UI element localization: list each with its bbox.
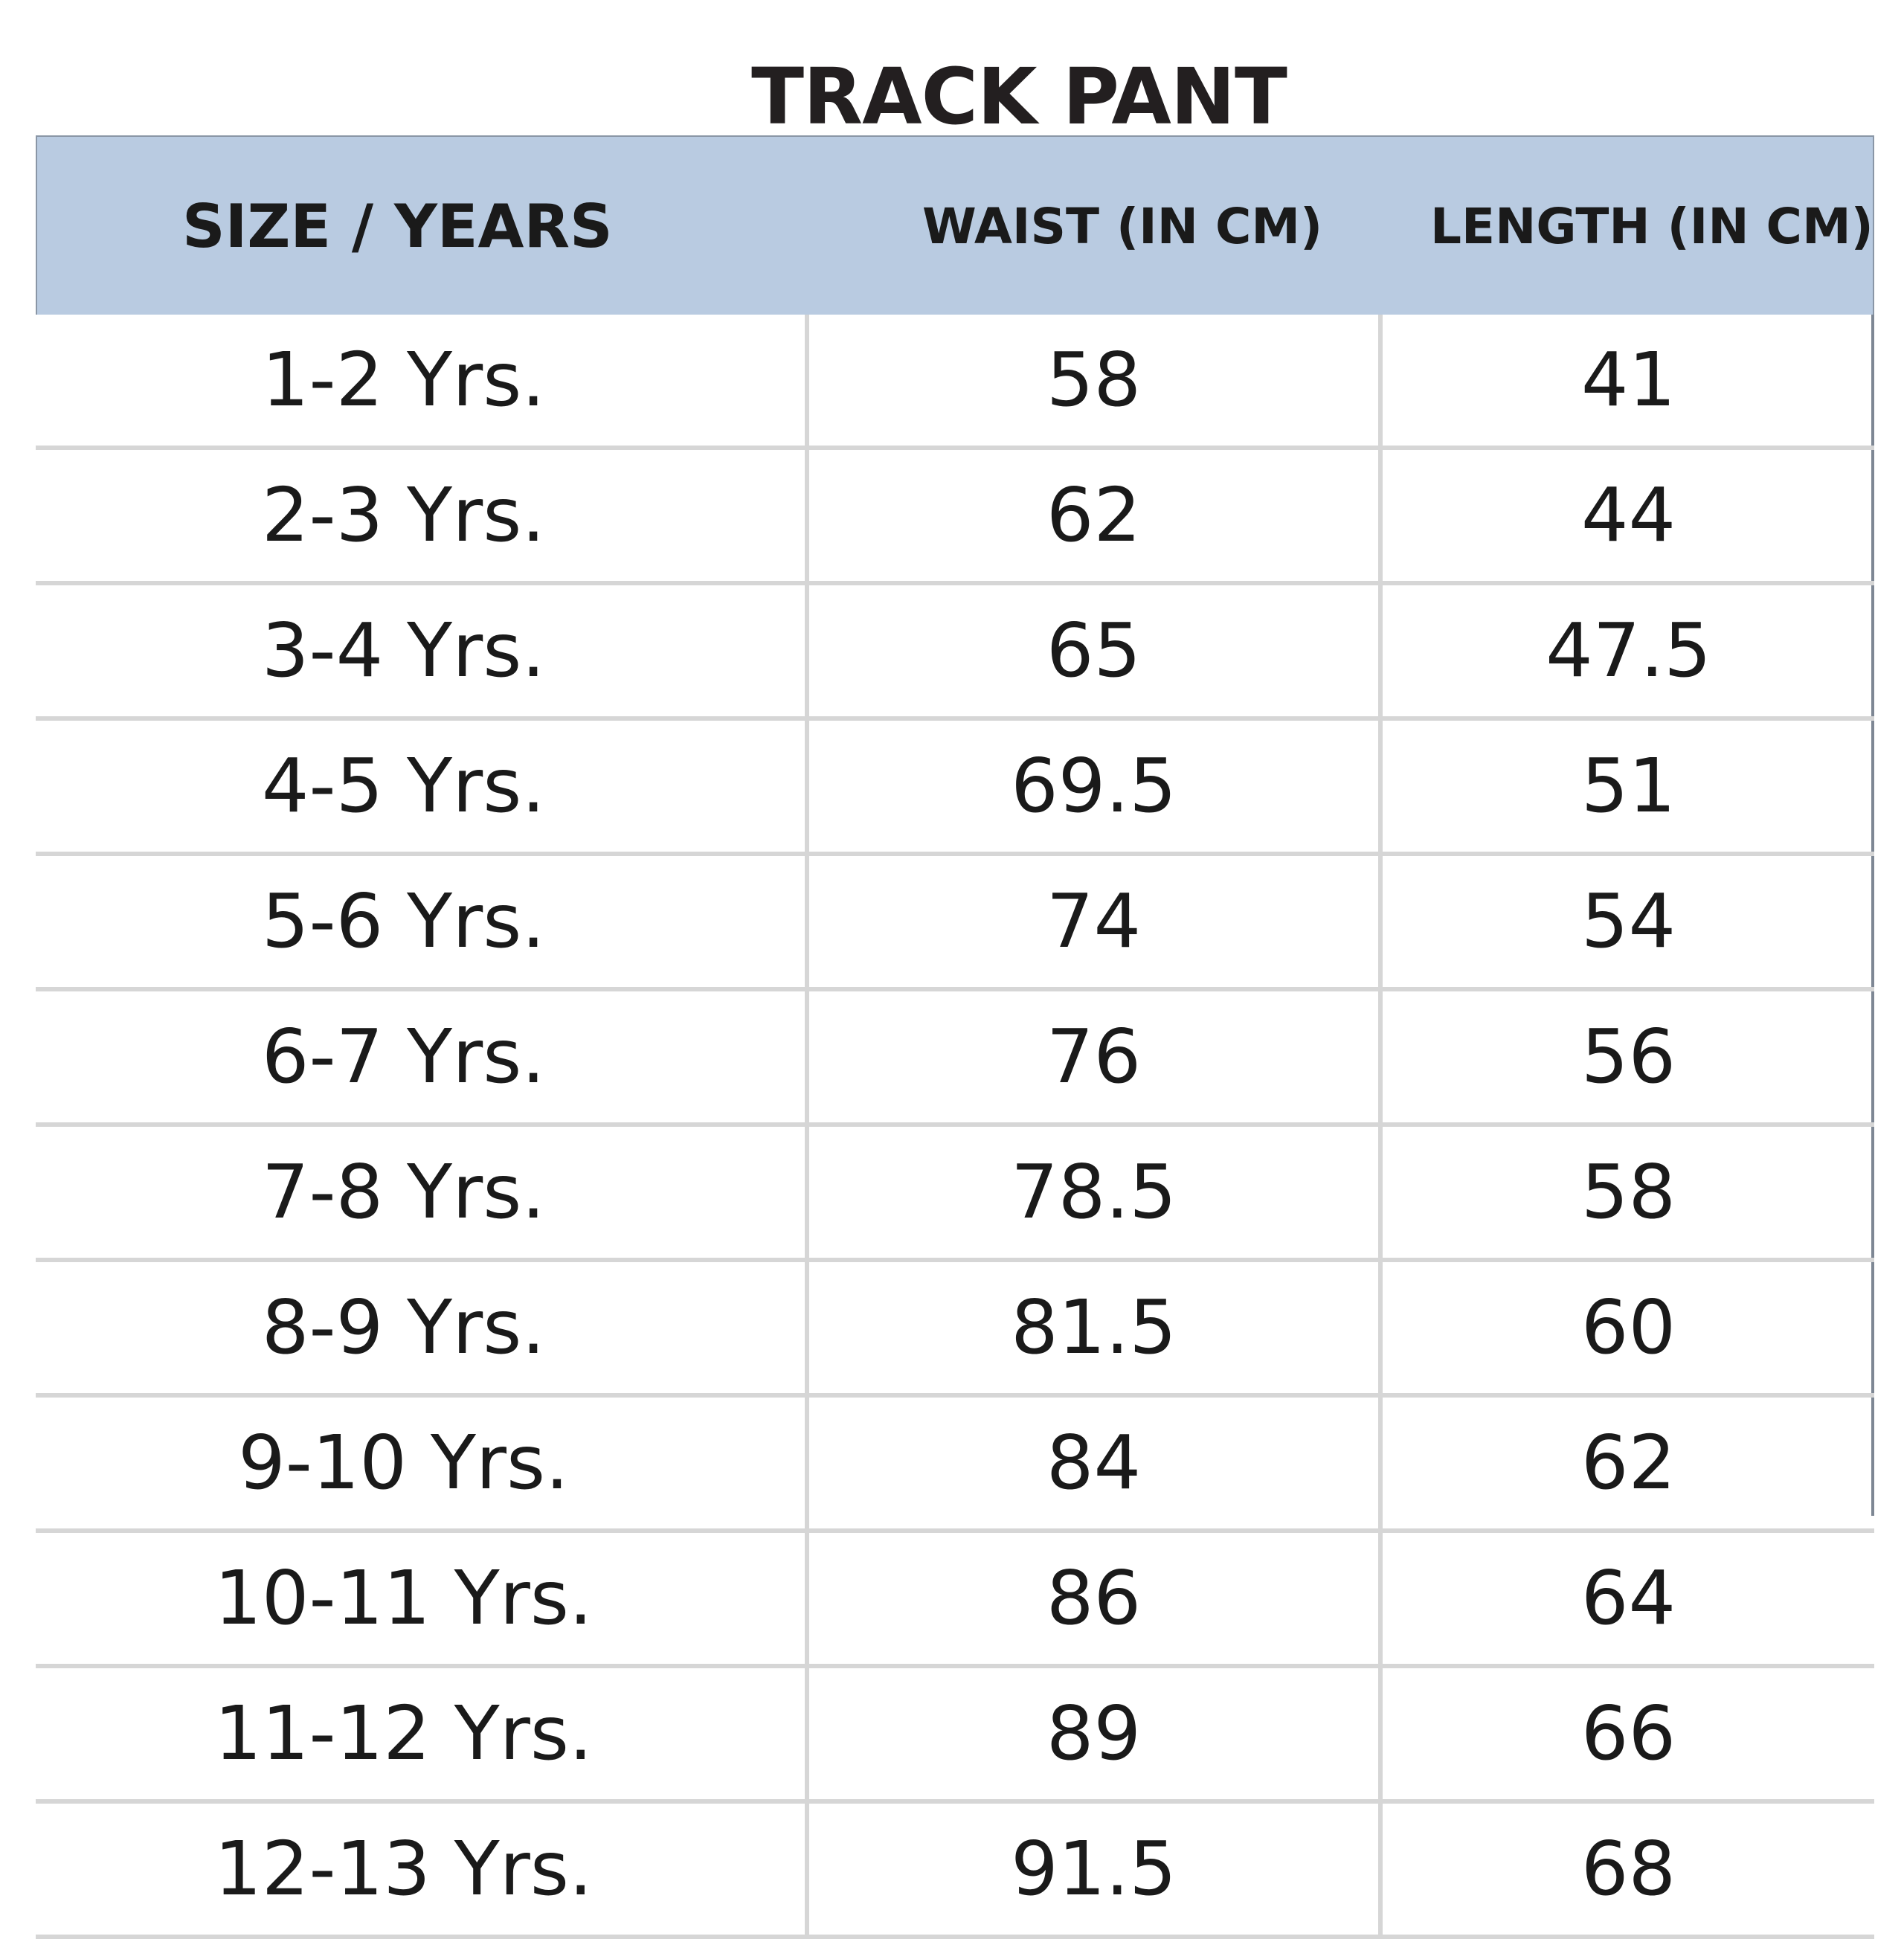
size-cell: 7-8 Yrs.	[36, 1127, 809, 1258]
table-row: 11-12 Yrs. 89 66	[36, 1668, 1874, 1804]
length-cell: 47.5	[1546, 607, 1711, 694]
length-cell: 54	[1580, 878, 1676, 965]
table-row: 12-13 Yrs. 91.5 68	[36, 1804, 1874, 1939]
table-row: 5-6 Yrs. 74 54	[36, 856, 1874, 991]
size-cell: 4-5 Yrs.	[36, 721, 809, 852]
table-row: 6-7 Yrs. 76 56	[36, 991, 1874, 1127]
length-cell: 51	[1580, 742, 1676, 829]
length-cell: 60	[1580, 1284, 1676, 1371]
waist-cell: 86	[809, 1533, 1383, 1664]
table-row: 2-3 Yrs. 62 44	[36, 450, 1874, 585]
column-header-size: SIZE / YEARS	[182, 192, 613, 261]
size-cell: 11-12 Yrs.	[36, 1668, 809, 1799]
size-cell: 3-4 Yrs.	[36, 585, 809, 716]
table-row: 4-5 Yrs. 69.5 51	[36, 721, 1874, 856]
table-row: 7-8 Yrs. 78.5 58	[36, 1127, 1874, 1262]
length-cell: 56	[1580, 1013, 1676, 1100]
table-row: 8-9 Yrs. 81.5 60	[36, 1262, 1874, 1398]
table-row: 10-11 Yrs. 86 64	[36, 1533, 1874, 1668]
waist-cell: 81.5	[809, 1262, 1383, 1393]
waist-cell: 74	[809, 856, 1383, 987]
column-header-length: LENGTH (IN CM)	[1430, 198, 1874, 255]
length-cell: 68	[1580, 1825, 1676, 1912]
size-cell: 6-7 Yrs.	[36, 991, 809, 1122]
table-body: 1-2 Yrs. 58 41 2-3 Yrs. 62 44 3-4 Yrs. 6…	[36, 315, 1874, 1939]
size-chart-table: SIZE / YEARS WAIST (IN CM) LENGTH (IN CM…	[36, 135, 1874, 1939]
size-cell: 1-2 Yrs.	[36, 315, 809, 446]
waist-cell: 76	[809, 991, 1383, 1122]
waist-cell: 78.5	[809, 1127, 1383, 1258]
size-cell: 8-9 Yrs.	[36, 1262, 809, 1393]
waist-cell: 84	[809, 1398, 1383, 1528]
length-cell: 64	[1580, 1554, 1676, 1641]
length-cell: 58	[1580, 1148, 1676, 1235]
column-header-waist: WAIST (IN CM)	[922, 198, 1323, 255]
waist-cell: 91.5	[809, 1804, 1383, 1935]
size-cell: 5-6 Yrs.	[36, 856, 809, 987]
table-row: 9-10 Yrs. 84 62	[36, 1398, 1874, 1533]
length-cell: 62	[1580, 1419, 1676, 1506]
waist-cell: 65	[809, 585, 1383, 716]
table-row: 3-4 Yrs. 65 47.5	[36, 585, 1874, 721]
length-cell: 41	[1580, 336, 1676, 423]
table-header-row: SIZE / YEARS WAIST (IN CM) LENGTH (IN CM…	[36, 135, 1874, 315]
waist-cell: 58	[809, 315, 1383, 446]
waist-cell: 62	[809, 450, 1383, 581]
waist-cell: 89	[809, 1668, 1383, 1799]
size-cell: 12-13 Yrs.	[36, 1804, 809, 1935]
length-cell: 66	[1580, 1690, 1676, 1777]
size-cell: 9-10 Yrs.	[36, 1398, 809, 1528]
size-cell: 10-11 Yrs.	[36, 1533, 809, 1664]
page-title: TRACK PANT	[751, 51, 1287, 142]
table-row: 1-2 Yrs. 58 41	[36, 315, 1874, 450]
size-cell: 2-3 Yrs.	[36, 450, 809, 581]
waist-cell: 69.5	[809, 721, 1383, 852]
length-cell: 44	[1580, 472, 1676, 559]
